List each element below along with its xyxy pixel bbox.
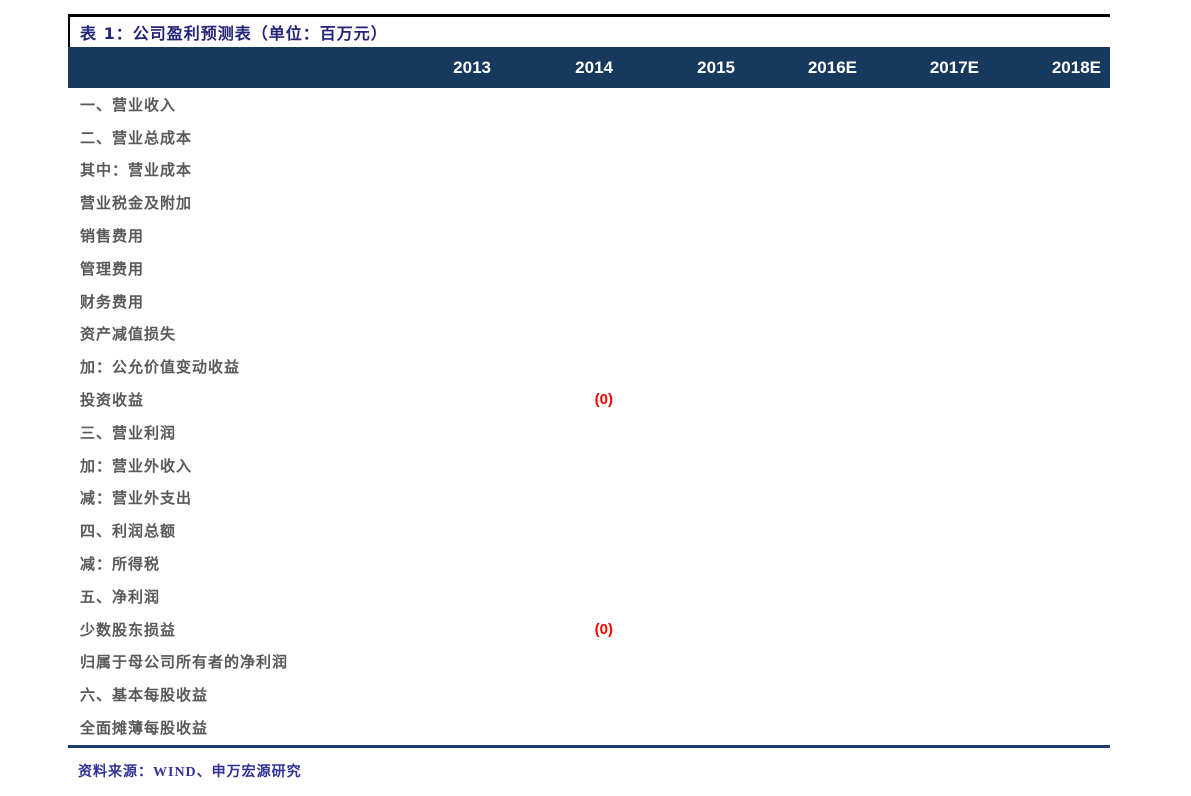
row-label: 财务费用 (80, 294, 145, 311)
table-row: 投资收益 (0) (68, 383, 1110, 416)
row-label: 投资收益 (80, 393, 145, 410)
table-header-row: 2013 2014 2015 2016E 2017E 2018E (68, 47, 1110, 88)
table-row: 二、营业总成本 (68, 121, 1110, 154)
row-label: 二、营业总成本 (80, 130, 193, 147)
row-label: 其中：营业成本 (80, 163, 193, 180)
row-label: 减：所得税 (80, 557, 161, 574)
table-row: 全面摊薄每股收益 (68, 711, 1110, 744)
table-row: 加：营业外收入 (68, 449, 1110, 482)
table-row: 加：公允价值变动收益 (68, 350, 1110, 383)
table-row: 减：所得税 (68, 547, 1110, 580)
row-label: 归属于母公司所有者的净利润 (80, 655, 289, 672)
row-label: 资产减值损失 (80, 327, 177, 344)
table-row: 少数股东损益 (0) (68, 613, 1110, 646)
table-title: 表 1：公司盈利预测表（单位：百万元） (80, 24, 388, 43)
row-label: 六、基本每股收益 (80, 688, 209, 705)
row-label: 减：营业外支出 (80, 491, 193, 508)
row-label: 加：营业外收入 (80, 458, 193, 475)
table-bottom-rule (68, 744, 1110, 748)
column-header-2018e: 2018E (1051, 57, 1101, 77)
column-header-2013: 2013 (453, 57, 491, 77)
column-header-2014: 2014 (575, 57, 613, 77)
row-label: 销售费用 (80, 229, 145, 246)
row-label: 一、营业收入 (80, 97, 177, 114)
table-row: 管理费用 (68, 252, 1110, 285)
table-row: 销售费用 (68, 219, 1110, 252)
table-row: 财务费用 (68, 285, 1110, 318)
row-label: 少数股东损益 (80, 622, 177, 639)
row-label: 五、净利润 (80, 589, 161, 606)
table-row: 一、营业收入 (68, 88, 1110, 121)
column-header-2016e: 2016E (807, 57, 857, 77)
table-row: 三、营业利润 (68, 416, 1110, 449)
table-row: 归属于母公司所有者的净利润 (68, 646, 1110, 679)
table-title-bar: 表 1：公司盈利预测表（单位：百万元） (68, 14, 1110, 47)
row-label: 管理费用 (80, 261, 145, 278)
column-header-2015: 2015 (697, 57, 735, 77)
source-note: 资料来源：WIND、申万宏源研究 (78, 764, 302, 780)
table-row: 四、利润总额 (68, 514, 1110, 547)
row-label: 全面摊薄每股收益 (80, 721, 209, 738)
cell-2014: (0) (594, 620, 613, 638)
profit-forecast-table: 表 1：公司盈利预测表（单位：百万元） 2013 2014 2015 2016E… (68, 14, 1110, 781)
table-body: 一、营业收入 二、营业总成本 其中：营业成本 营业税金及附加 销售费用管理费用财务费用资… (68, 88, 1110, 744)
row-label: 营业税金及附加 (80, 196, 193, 213)
row-label: 加：公允价值变动收益 (80, 360, 241, 377)
table-row: 资产减值损失 (68, 318, 1110, 351)
table-row: 营业税金及附加 (68, 186, 1110, 219)
column-header-2017e: 2017E (929, 57, 979, 77)
table-row: 六、基本每股收益 (68, 678, 1110, 711)
table-row: 五、净利润 (68, 580, 1110, 613)
row-label: 四、利润总额 (80, 524, 177, 541)
row-label: 三、营业利润 (80, 425, 177, 442)
table-row: 减：营业外支出 (68, 482, 1110, 515)
table-row: 其中：营业成本 (68, 154, 1110, 187)
cell-2014: (0) (594, 391, 613, 409)
